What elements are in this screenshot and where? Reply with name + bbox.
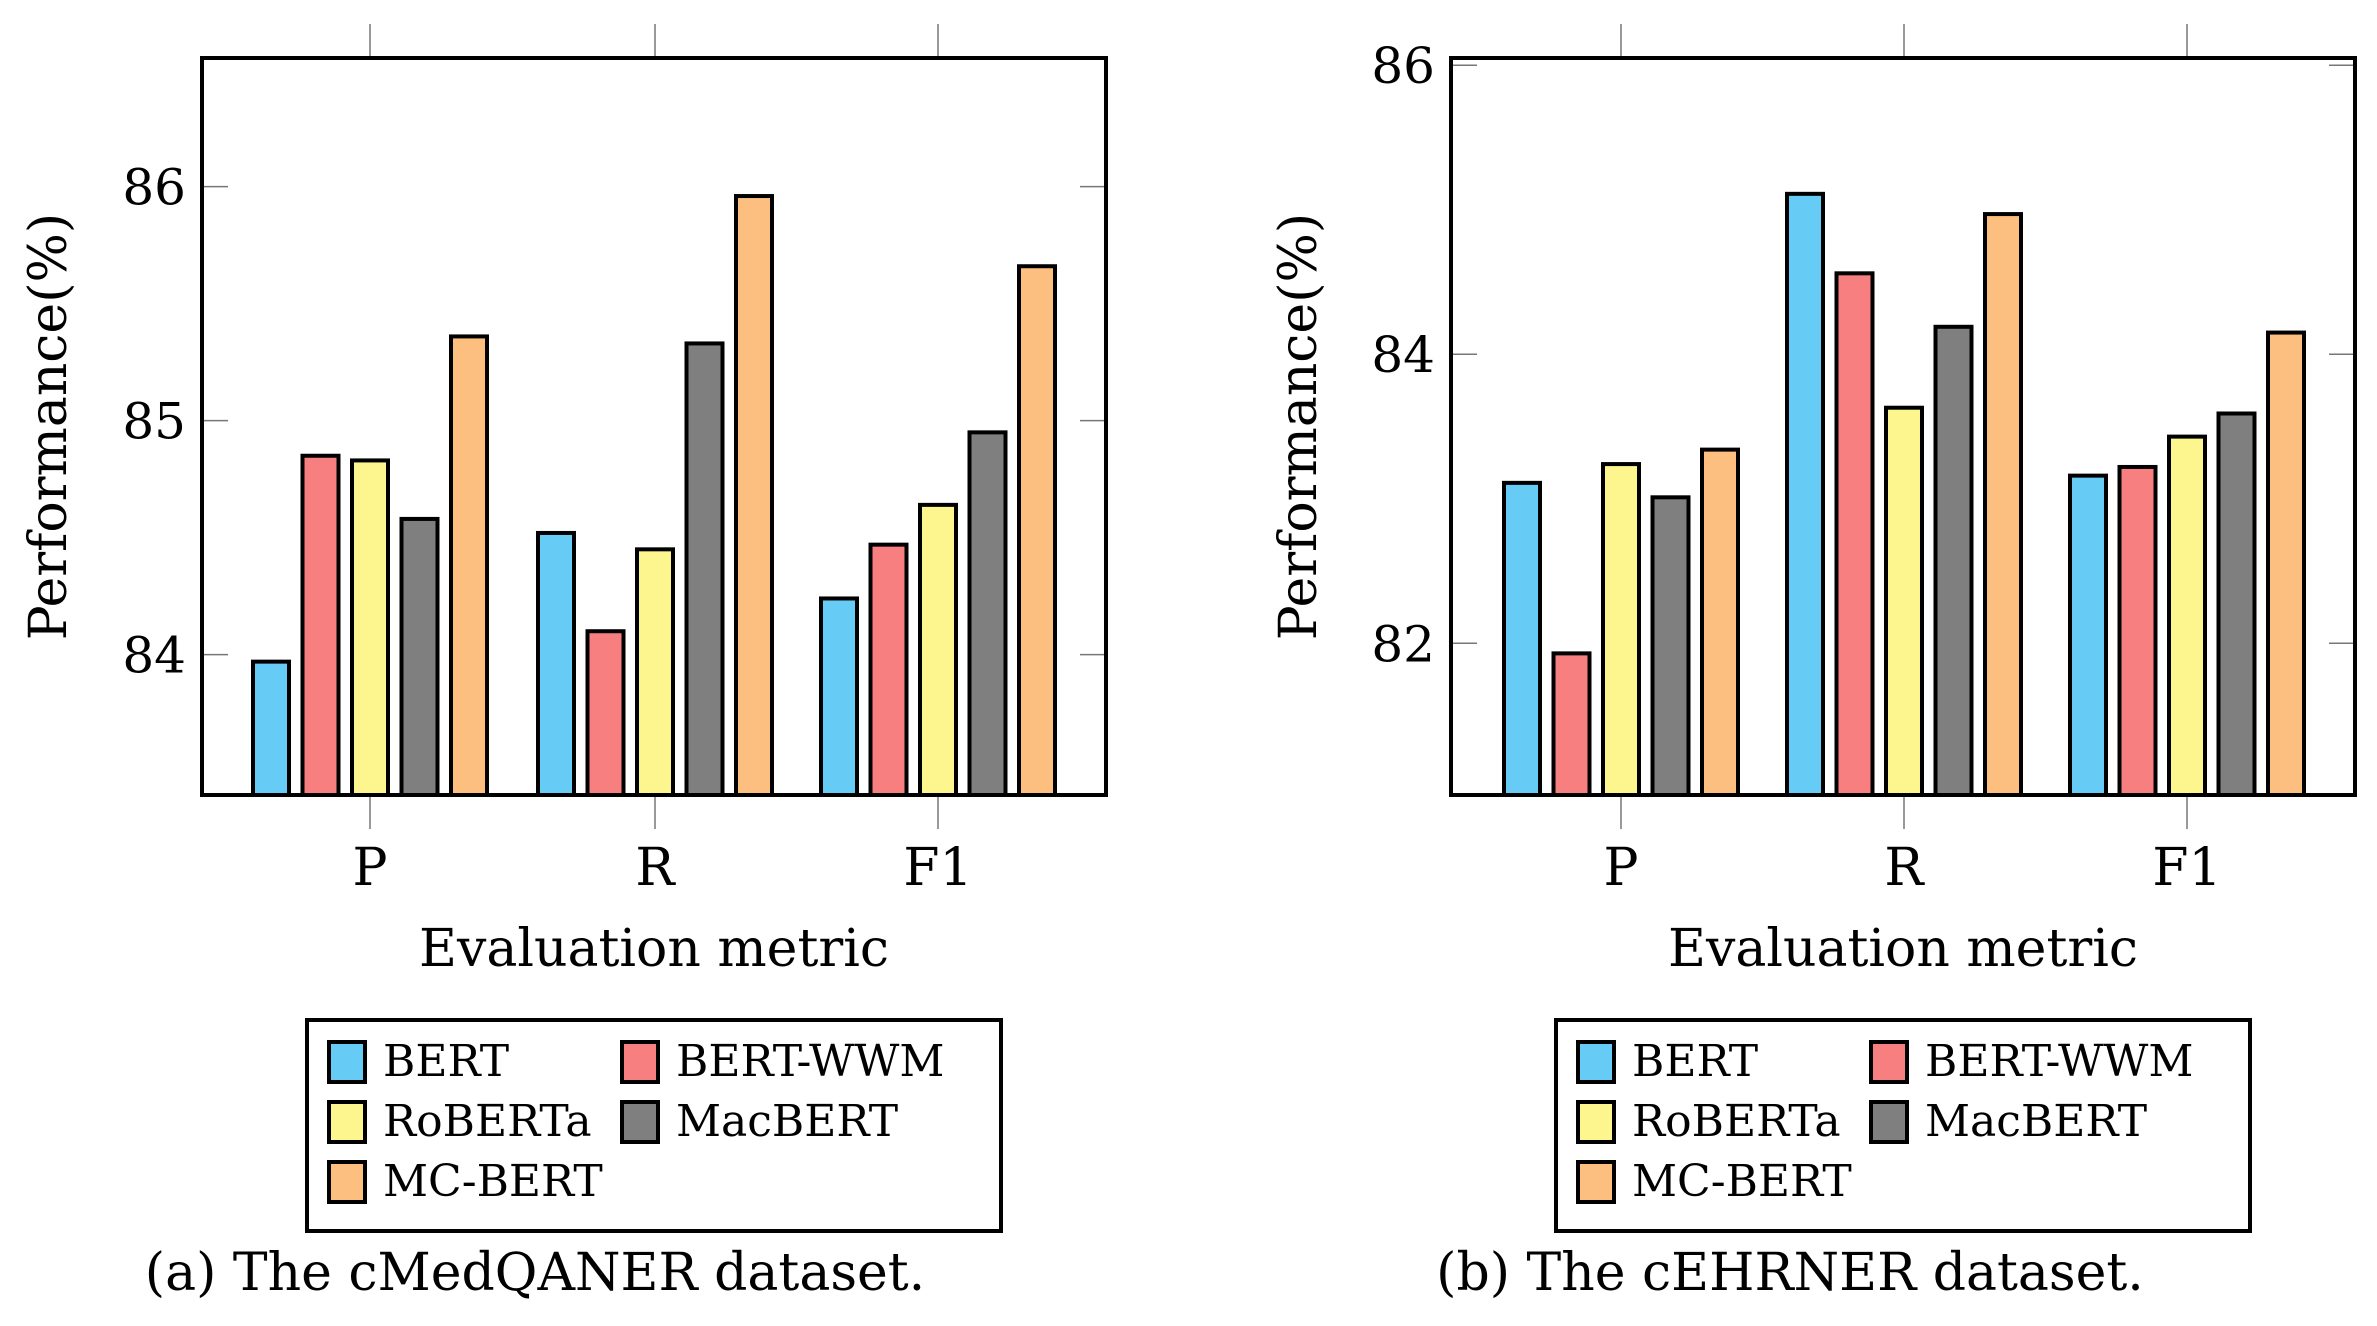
bar-macbert-f1 (2216, 411, 2257, 797)
y-tick-label: 85 (122, 393, 186, 451)
legend-swatch-roberta (1576, 1100, 1616, 1144)
caption-a: (a) The cMedQANER dataset. (145, 1243, 925, 1303)
bar-macbert-r (1933, 324, 1974, 797)
x-tick-label-p: P (1604, 838, 1639, 898)
bars-a (251, 194, 1057, 798)
y-axis-ticks-a: 84 85 86 (122, 24, 1106, 829)
bar-roberta-p (350, 458, 390, 797)
bar-macbert-p (399, 516, 440, 798)
chart-panel-b: 82 84 86 P R F1 Evaluation metric Performanc… (1269, 24, 2357, 1303)
x-axis-tick-labels-b: P R F1 (1604, 838, 2222, 898)
bar-bert-wwm-r (585, 629, 626, 797)
legend-swatch-mc-bert (327, 1160, 367, 1204)
plot-frame-a (200, 56, 1108, 797)
bar-bert-r (1785, 191, 1825, 797)
bar-mc-bert-r (1983, 212, 2023, 797)
bar-macbert-p (1650, 495, 1691, 797)
x-tick-label-r: R (1884, 838, 1925, 898)
legend-label-bert-wwm: BERT-WWM (676, 1036, 944, 1087)
bar-macbert-r (684, 341, 725, 797)
bar-mc-bert-f1 (1017, 264, 1057, 797)
legend-label-roberta: RoBERTa (383, 1096, 592, 1147)
y-axis-label-b: Performance(%) (1269, 213, 1329, 640)
bar-bert-p (251, 659, 291, 798)
legend-swatch-mc-bert (1576, 1160, 1616, 1204)
legend-label-roberta: RoBERTa (1632, 1096, 1841, 1147)
caption-b: (b) The cEHRNER dataset. (1436, 1243, 2144, 1303)
legend-swatch-bert (1576, 1040, 1616, 1084)
legend-swatch-macbert (620, 1100, 660, 1144)
legend-label-macbert: MacBERT (1925, 1096, 2147, 1147)
bar-roberta-f1 (918, 502, 958, 797)
y-axis-ticks-b: 82 84 86 (1371, 24, 2355, 829)
legend-label-mc-bert: MC-BERT (1632, 1156, 1852, 1207)
y-tick-label: 84 (122, 627, 186, 685)
y-tick-label: 82 (1371, 615, 1435, 673)
bar-bert-wwm-p (300, 453, 341, 797)
bar-mc-bert-p (1700, 447, 1740, 797)
y-axis-label-a: Performance(%) (19, 213, 79, 640)
bar-bert-wwm-f1 (868, 542, 909, 798)
legend-swatch-roberta (327, 1100, 367, 1144)
bars-b (1502, 191, 2306, 798)
x-tick-label-p: P (353, 838, 388, 898)
legend-label-mc-bert: MC-BERT (383, 1156, 603, 1207)
bar-bert-wwm-f1 (2117, 464, 2158, 797)
legend-label-bert: BERT (383, 1036, 509, 1087)
legend-label-bert: BERT (1632, 1036, 1758, 1087)
legend-swatch-bert-wwm (1869, 1040, 1909, 1084)
legend-b: BERT BERT-WWM RoBERTa MacBERT MC-BERT (1554, 1018, 2252, 1233)
legend-label-bert-wwm: BERT-WWM (1925, 1036, 2193, 1087)
bar-bert-r (536, 530, 576, 797)
bar-mc-bert-r (734, 194, 774, 798)
y-tick-label: 86 (122, 159, 186, 217)
bar-roberta-r (635, 547, 675, 797)
bar-macbert-f1 (967, 430, 1008, 797)
bar-bert-wwm-r (1834, 271, 1875, 798)
x-axis-tick-labels-a: P R F1 (353, 838, 973, 898)
legend-swatch-macbert (1869, 1100, 1909, 1144)
bar-roberta-p (1601, 462, 1641, 797)
y-tick-label: 86 (1371, 37, 1435, 95)
x-tick-label-r: R (635, 838, 676, 898)
x-axis-label-a: Evaluation metric (419, 919, 889, 979)
bar-mc-bert-p (449, 334, 489, 797)
legend-swatch-bert (327, 1040, 367, 1084)
y-tick-label: 84 (1371, 326, 1435, 384)
x-axis-label-b: Evaluation metric (1668, 919, 2138, 979)
x-tick-label-f1: F1 (2152, 838, 2221, 898)
chart-panel-a: 84 85 86 P R F1 Evaluation metric Performanc… (19, 24, 1108, 1303)
bar-roberta-f1 (2167, 434, 2207, 797)
bar-bert-p (1502, 480, 1542, 797)
bar-bert-f1 (819, 596, 859, 798)
bar-roberta-r (1884, 405, 1924, 797)
bar-bert-f1 (2068, 473, 2108, 797)
bar-mc-bert-f1 (2266, 330, 2306, 797)
bar-bert-wwm-p (1551, 651, 1592, 797)
legend-a: BERT BERT-WWM RoBERTa MacBERT MC-BERT (305, 1018, 1003, 1233)
legend-label-macbert: MacBERT (676, 1096, 898, 1147)
plot-frame-b (1449, 56, 2357, 797)
legend-swatch-bert-wwm (620, 1040, 660, 1084)
x-tick-label-f1: F1 (903, 838, 972, 898)
